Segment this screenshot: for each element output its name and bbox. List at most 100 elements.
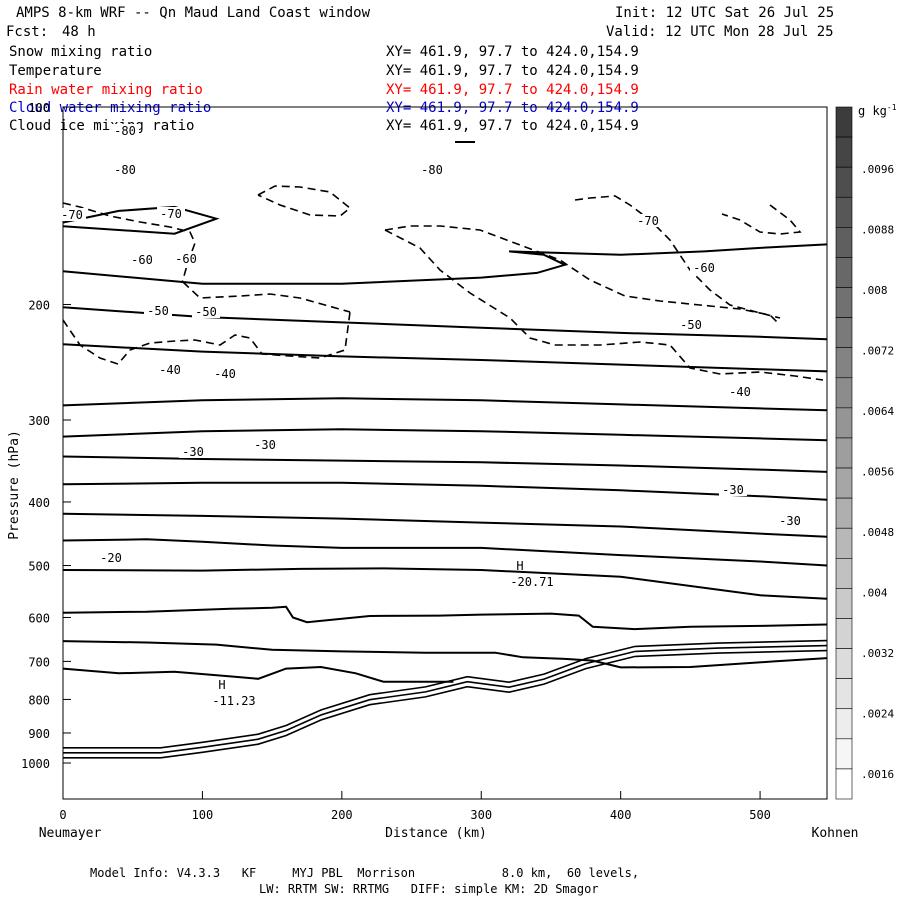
- x-tick-label: 0: [59, 808, 66, 822]
- contour-label-bg: [172, 252, 200, 265]
- colorbar-label: .0024: [861, 708, 894, 721]
- colorbar-bin: [835, 708, 853, 740]
- field-label-cloud-water: Cloud water mixing ratio: [9, 100, 212, 116]
- colorbar-label: .0056: [861, 466, 894, 479]
- colorbar-bin: [835, 377, 853, 409]
- colorbar-bin: [835, 648, 853, 679]
- y-tick-label: 700: [28, 655, 50, 669]
- colorbar-label: .0072: [861, 345, 894, 358]
- y-tick-label: 800: [28, 693, 50, 707]
- contour-label-bg: [156, 363, 184, 376]
- contour-label: -80: [114, 124, 136, 138]
- colorbar-bin: [835, 527, 853, 559]
- colorbar-label: .008: [861, 284, 888, 297]
- y-tick-label: 100: [28, 101, 50, 115]
- model-info-line1: Model Info: V4.3.3 KF MYJ PBL Morrison 8…: [90, 866, 640, 880]
- colorbar-bin: [835, 497, 853, 529]
- mixing-ratio-contour: [384, 229, 824, 381]
- colorbar-bin: [835, 136, 853, 168]
- colorbar-bin: [835, 437, 853, 469]
- contour-label-bg: [179, 445, 207, 458]
- contour-label-bg: [157, 207, 185, 220]
- colorbar-bin: [835, 558, 853, 589]
- colorbar-bin: [835, 618, 853, 649]
- contour-label-bg: [677, 318, 705, 331]
- mixing-ratio-contour: [721, 204, 802, 235]
- contour-label: -30: [254, 438, 276, 452]
- contour-label-bg: [211, 367, 239, 380]
- x-tick-label: 400: [610, 808, 632, 822]
- colorbar-bin: [835, 678, 853, 710]
- y-tick-label: 200: [28, 298, 50, 312]
- plot-frame: [62, 106, 828, 800]
- colorbar-label: .0064: [861, 405, 894, 418]
- colorbar-label: .004: [861, 587, 888, 600]
- contour-label: -40: [729, 385, 751, 399]
- colorbar-label: .0096: [861, 163, 894, 176]
- contour-label-bg: [776, 514, 804, 527]
- contour-label: -50: [147, 304, 169, 318]
- isotherm-line: [62, 243, 828, 285]
- x-axis-title: Distance (km): [385, 826, 487, 841]
- field-xy-temperature: XY= 461.9, 97.7 to 424.0,154.9: [386, 63, 639, 79]
- x-left-label: Neumayer: [39, 826, 102, 841]
- colorbar-bin: [835, 768, 853, 800]
- mixing-ratio-contour: [384, 225, 781, 326]
- y-tick-label: 300: [28, 414, 50, 428]
- extremum-value: -20.71: [510, 575, 553, 589]
- isotherm-line: [62, 481, 828, 501]
- valid-time: Valid: 12 UTC Mon 28 Jul 25: [606, 24, 834, 40]
- contour-label-bg: [192, 305, 220, 318]
- contour-label: -80: [421, 163, 443, 177]
- extremum-value: -11.23: [212, 694, 255, 708]
- isotherm-line: [62, 665, 454, 683]
- colorbar-unit: g kg-1: [858, 103, 897, 118]
- isotherm-line: [62, 306, 828, 341]
- colorbar-label: .0048: [861, 526, 894, 539]
- colorbar-bin: [835, 347, 853, 379]
- colorbar-bin: [835, 196, 853, 228]
- isotherm-line: [62, 455, 828, 473]
- y-tick-label: 400: [28, 496, 50, 510]
- isotherm-line: [62, 567, 828, 600]
- contour-label: -50: [680, 318, 702, 332]
- contour-label-bg: [111, 163, 139, 176]
- contour-label: -80: [114, 163, 136, 177]
- y-tick-label: 600: [28, 611, 50, 625]
- colorbar-label: .0088: [861, 224, 894, 237]
- contour-label-bg: [726, 385, 754, 398]
- colorbar-bin: [835, 257, 853, 288]
- field-label-rain: Rain water mixing ratio: [9, 82, 203, 98]
- contour-label: -40: [159, 363, 181, 377]
- contour-label-bg: [144, 304, 172, 317]
- contour-label-bg: [690, 261, 718, 274]
- forecast-hours: 48 h: [62, 24, 96, 40]
- colorbar-label: .0016: [861, 768, 894, 781]
- isotherm-line: [62, 428, 828, 442]
- mixing-ratio-contour: [62, 202, 196, 284]
- colorbar-bin: [835, 287, 853, 318]
- field-label-temperature: Temperature: [9, 63, 102, 79]
- x-tick-label: 300: [470, 808, 492, 822]
- contour-label-bg: [111, 124, 139, 137]
- contour-label: -30: [722, 483, 744, 497]
- colorbar-label: .0032: [861, 647, 894, 660]
- chart-title: AMPS 8-km WRF -- Qn Maud Land Coast wind…: [16, 5, 371, 21]
- y-axis-title: Pressure (hPa): [7, 430, 22, 540]
- terrain-contour: [63, 644, 828, 754]
- mixing-ratio-contour: [182, 281, 351, 313]
- mixing-ratio-contour: [62, 311, 351, 365]
- contour-label: -40: [214, 367, 236, 381]
- field-xy-cloud-water: XY= 461.9, 97.7 to 424.0,154.9: [386, 100, 639, 116]
- contour-label-bg: [634, 214, 662, 227]
- isotherm-line: [62, 640, 828, 669]
- contour-label-bg: [58, 208, 86, 221]
- field-xy-rain: XY= 461.9, 97.7 to 424.0,154.9: [386, 82, 639, 98]
- contour-label: -60: [693, 261, 715, 275]
- colorbar-bin: [835, 738, 853, 770]
- y-tick-label: 900: [28, 727, 50, 741]
- field-xy-cloud-ice: XY= 461.9, 97.7 to 424.0,154.9: [386, 118, 639, 134]
- extremum-symbol: H: [516, 559, 523, 573]
- colorbar-bin: [835, 588, 853, 619]
